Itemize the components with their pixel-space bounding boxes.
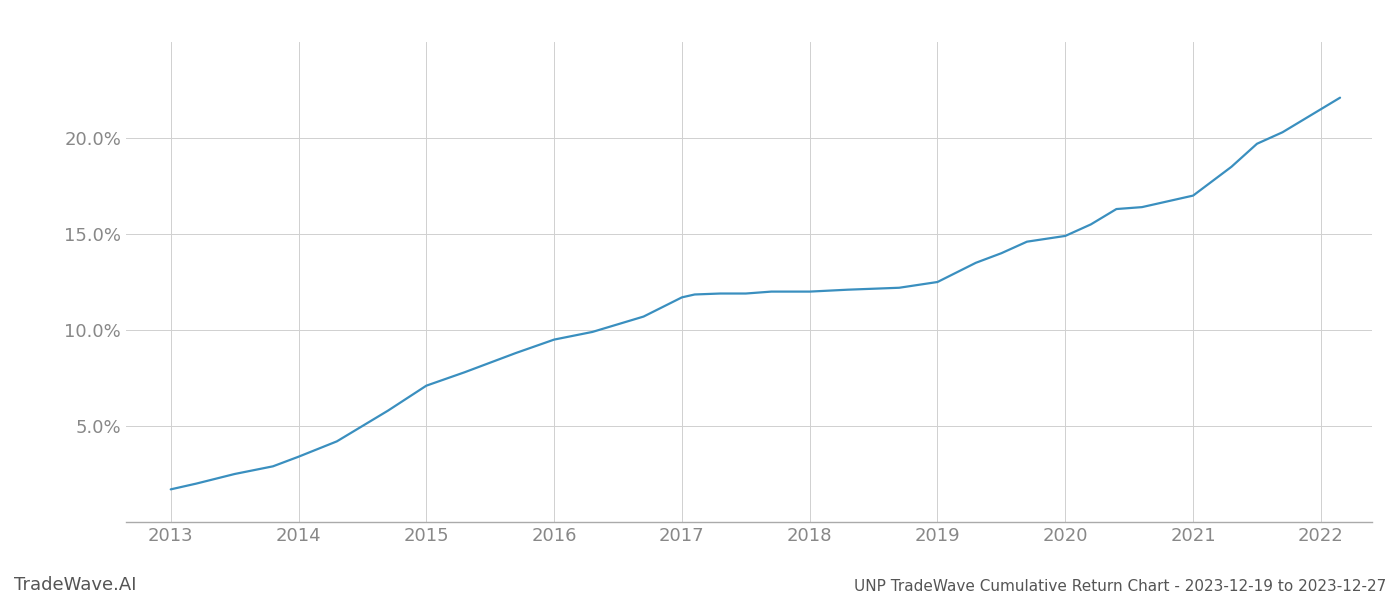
Text: TradeWave.AI: TradeWave.AI bbox=[14, 576, 137, 594]
Text: UNP TradeWave Cumulative Return Chart - 2023-12-19 to 2023-12-27: UNP TradeWave Cumulative Return Chart - … bbox=[854, 579, 1386, 594]
